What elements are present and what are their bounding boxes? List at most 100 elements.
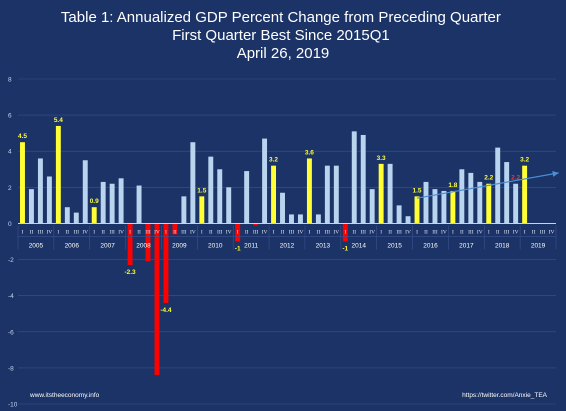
bar bbox=[351, 131, 357, 224]
quarter-label: IV bbox=[549, 229, 555, 235]
quarter-label: IV bbox=[405, 229, 411, 235]
bar bbox=[387, 163, 393, 224]
bar bbox=[154, 223, 160, 376]
data-label: -4.4 bbox=[160, 307, 172, 314]
y-tick-label: 8 bbox=[8, 77, 12, 84]
bar bbox=[441, 190, 447, 224]
quarter-label: III bbox=[504, 229, 510, 235]
quarter-label: II bbox=[281, 229, 285, 235]
quarter-label: II bbox=[137, 229, 141, 235]
quarter-label: III bbox=[38, 229, 44, 235]
year-label: 2009 bbox=[172, 242, 187, 249]
bar bbox=[199, 196, 205, 224]
bar bbox=[495, 147, 501, 224]
quarter-label: I bbox=[237, 229, 239, 235]
quarter-label: III bbox=[468, 229, 474, 235]
year-label: 2014 bbox=[351, 242, 366, 249]
quarter-label: I bbox=[344, 229, 346, 235]
quarter-label: I bbox=[57, 229, 59, 235]
quarter-label: II bbox=[65, 229, 69, 235]
bar bbox=[73, 212, 79, 224]
bar bbox=[172, 223, 178, 235]
quarter-label: III bbox=[432, 229, 438, 235]
year-label: 2019 bbox=[531, 242, 546, 249]
year-label: 2007 bbox=[100, 242, 115, 249]
quarter-label: IV bbox=[118, 229, 124, 235]
bar bbox=[432, 189, 438, 224]
data-label: -2.3 bbox=[124, 269, 136, 276]
trend-arrow-head bbox=[552, 170, 559, 177]
quarter-label: II bbox=[209, 229, 213, 235]
bar bbox=[486, 183, 492, 224]
bar bbox=[360, 134, 366, 224]
bar bbox=[378, 163, 384, 224]
bar bbox=[91, 207, 97, 224]
quarter-label: I bbox=[165, 229, 167, 235]
quarter-label: IV bbox=[226, 229, 232, 235]
quarter-label: III bbox=[360, 229, 366, 235]
year-label: 2006 bbox=[65, 242, 80, 249]
year-label: 2010 bbox=[208, 242, 223, 249]
bar bbox=[450, 190, 456, 224]
bar bbox=[262, 138, 268, 224]
bar bbox=[477, 181, 483, 224]
quarter-label: III bbox=[253, 229, 259, 235]
data-label: 5.4 bbox=[54, 117, 63, 124]
y-tick-label: -10 bbox=[8, 402, 18, 409]
bar bbox=[217, 169, 223, 224]
bar bbox=[405, 216, 411, 224]
quarter-label: III bbox=[289, 229, 295, 235]
quarter-label: IV bbox=[190, 229, 196, 235]
quarter-label: III bbox=[540, 229, 546, 235]
bar bbox=[145, 223, 151, 262]
quarter-label: II bbox=[101, 229, 105, 235]
quarter-label: I bbox=[488, 229, 490, 235]
bar bbox=[244, 171, 250, 224]
bar bbox=[181, 196, 187, 224]
quarter-label: I bbox=[22, 229, 24, 235]
quarter-label: IV bbox=[333, 229, 339, 235]
bar bbox=[226, 187, 232, 224]
bar bbox=[55, 125, 61, 224]
bar bbox=[118, 178, 124, 224]
bar bbox=[513, 183, 519, 224]
quarter-label: II bbox=[173, 229, 177, 235]
quarter-label: IV bbox=[477, 229, 483, 235]
quarter-label: I bbox=[380, 229, 382, 235]
title-line-3: April 26, 2019 bbox=[237, 45, 330, 62]
footer-left: www.itstheeconomy.info bbox=[29, 392, 100, 399]
y-tick-label: 0 bbox=[8, 221, 12, 228]
quarter-label: I bbox=[308, 229, 310, 235]
data-label: 1.5 bbox=[197, 187, 206, 194]
bar bbox=[459, 169, 465, 224]
value-labels: 4.5 5.4 0.9 -2.3 -4.4 1.5 -1 3.2 3.6 -1 3.3 1.5 1.8 2… bbox=[18, 117, 530, 314]
bar bbox=[280, 192, 285, 224]
y-tick-label: 4 bbox=[8, 149, 12, 156]
quarter-label: IV bbox=[154, 229, 160, 235]
y-tick-label: -2 bbox=[8, 257, 14, 264]
quarter-label: I bbox=[524, 229, 526, 235]
quarter-label: IV bbox=[262, 229, 268, 235]
trend-arrow-line bbox=[416, 172, 559, 199]
quarter-label: IV bbox=[369, 229, 375, 235]
quarter-label: III bbox=[396, 229, 402, 235]
quarter-label: I bbox=[273, 229, 275, 235]
data-label: 3.2 bbox=[269, 157, 278, 164]
year-label: 2008 bbox=[136, 242, 151, 249]
trend-arrow bbox=[416, 170, 559, 199]
bar bbox=[235, 223, 241, 242]
bar bbox=[28, 189, 34, 224]
quarter-label: II bbox=[30, 229, 34, 235]
quarter-label: III bbox=[74, 229, 80, 235]
bar bbox=[253, 223, 259, 226]
year-label: 2005 bbox=[29, 242, 44, 249]
data-label: 3.2 bbox=[520, 157, 529, 164]
bar bbox=[82, 160, 88, 224]
bar bbox=[208, 156, 214, 224]
quarter-label: I bbox=[201, 229, 203, 235]
data-label: -1 bbox=[235, 246, 241, 253]
quarter-label: II bbox=[352, 229, 356, 235]
data-label: -1 bbox=[342, 246, 348, 253]
